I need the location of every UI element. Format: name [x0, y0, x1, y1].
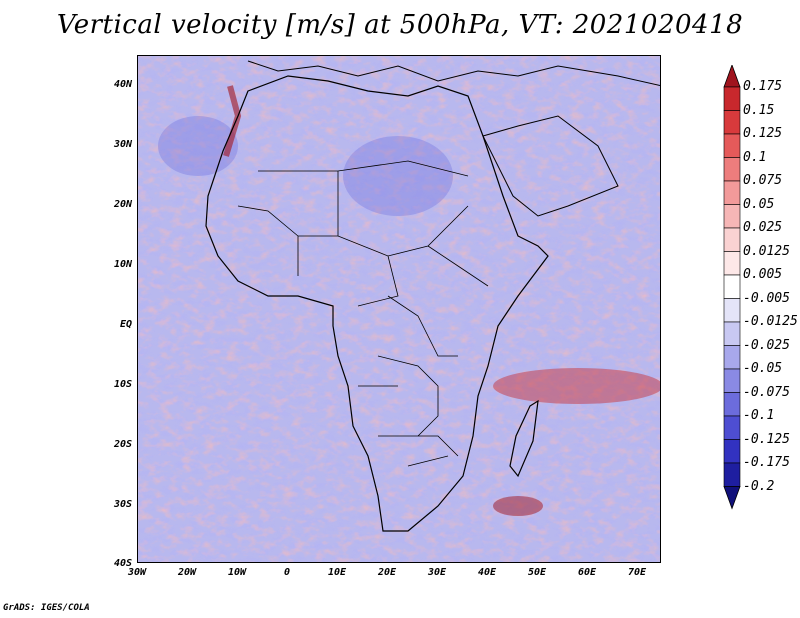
colorbar-label: 0.025: [743, 220, 783, 235]
europe-coast: [247, 60, 660, 87]
colorbar-swatch: [723, 133, 741, 158]
lon-label-20e: 20E: [377, 567, 397, 578]
colorbar-max-arrow: [723, 65, 741, 88]
lon-label-40e: 40E: [477, 567, 497, 578]
grads-credit: GrADS: IGES/COLA: [3, 603, 90, 613]
velocity-field-map: [138, 56, 660, 562]
colorbar-label: -0.005: [743, 290, 790, 306]
lon-label-30w: 30W: [127, 567, 147, 578]
sahara-descent-region: [343, 136, 453, 216]
lon-label-20w: 20W: [177, 567, 197, 578]
colorbar-swatch: [723, 180, 741, 205]
colorbar-swatch: [723, 227, 741, 252]
colorbar-label: -0.025: [743, 337, 790, 353]
atlantic-low-region: [158, 116, 238, 176]
colorbar-label: 0.075: [743, 173, 783, 188]
colorbar-swatch: [723, 251, 741, 276]
lon-label-0: 0: [283, 567, 291, 578]
lat-label-20n: 20N: [113, 199, 132, 210]
chart-title: Vertical velocity [m/s] at 500hPa, VT: 2…: [56, 10, 744, 40]
colorbar-min-arrow: [723, 486, 741, 510]
colorbar-swatch: [723, 415, 741, 440]
colorbar-label: 0.15: [743, 102, 775, 118]
colorbar-label: 0.175: [743, 79, 783, 94]
colorbar-swatch: [723, 86, 741, 111]
country-borders: [237, 160, 489, 467]
colorbar-label: 0.1: [743, 149, 767, 165]
lat-label-40s: 40S: [113, 558, 132, 569]
colorbar-label: -0.2: [743, 478, 775, 494]
lat-label-30n: 30N: [113, 139, 132, 150]
colorbar-label: -0.0125: [743, 314, 798, 329]
lat-label-30s: 30S: [113, 499, 132, 510]
lat-label-10s: 10S: [113, 379, 132, 390]
colorbar-swatch: [723, 439, 741, 464]
south-ascent-patch: [493, 496, 543, 516]
madagascar-outline: [509, 399, 539, 478]
colorbar-swatch: [723, 392, 741, 417]
lon-label-50e: 50E: [527, 567, 547, 578]
colorbar: [723, 65, 741, 510]
arabia-outline: [482, 115, 619, 217]
colorbar-swatch: [723, 110, 741, 135]
colorbar-swatch: [723, 204, 741, 229]
africa-coastline: [205, 75, 549, 532]
colorbar-label: -0.1: [743, 408, 775, 423]
colorbar-label: 0.05: [743, 196, 775, 212]
colorbar-swatch: [723, 368, 741, 393]
colorbar-label: -0.175: [743, 455, 790, 470]
colorbar-swatch: [723, 345, 741, 370]
lon-label-10w: 10W: [227, 567, 247, 578]
lat-label-20s: 20S: [113, 439, 132, 450]
colorbar-label: 0.005: [743, 267, 783, 282]
colorbar-swatch: [723, 157, 741, 182]
lon-label-10e: 10E: [327, 567, 347, 578]
colorbar-label: -0.125: [743, 431, 790, 447]
colorbar-swatch: [723, 321, 741, 346]
colorbar-swatch: [723, 298, 741, 323]
colorbar-label: -0.05: [743, 361, 783, 376]
indian-ocean-ascent-band: [493, 368, 660, 404]
lon-label-30e: 30E: [427, 567, 447, 578]
lon-label-60e: 60E: [577, 567, 597, 578]
colorbar-swatch: [723, 462, 741, 487]
lat-label-40n: 40N: [113, 79, 132, 90]
lat-label-eq: EQ: [119, 319, 132, 330]
lon-label-70e: 70E: [627, 567, 647, 578]
map-area[interactable]: [137, 55, 661, 563]
colorbar-label: 0.0125: [743, 243, 790, 259]
colorbar-label: -0.075: [743, 384, 790, 400]
colorbar-label: 0.125: [743, 126, 783, 141]
colorbar-swatch: [723, 274, 741, 299]
lat-label-10n: 10N: [113, 259, 132, 270]
